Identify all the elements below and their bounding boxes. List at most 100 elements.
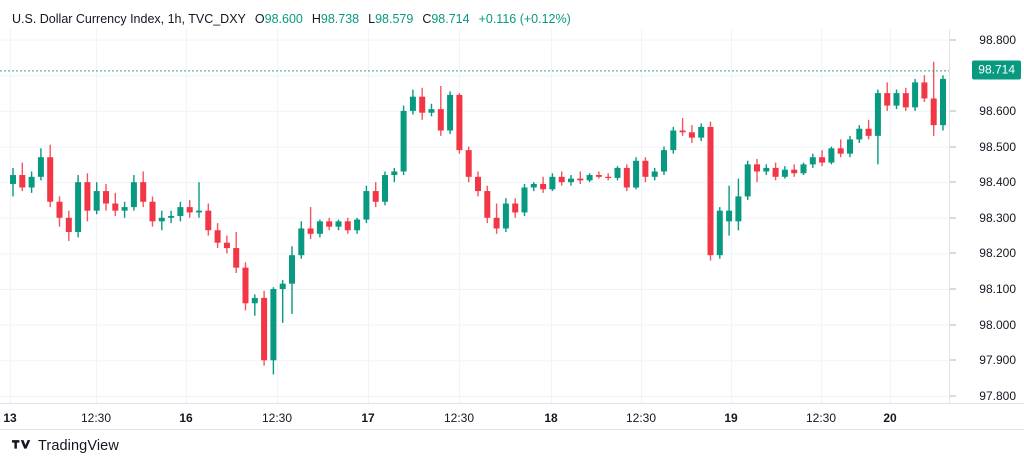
candle (233, 232, 240, 273)
plot-area[interactable] (0, 29, 949, 403)
candle (716, 207, 723, 259)
candle (47, 144, 54, 208)
candle (912, 78, 919, 111)
candle (130, 175, 137, 211)
candle (847, 135, 853, 158)
price-tick-label: 98.400 (979, 175, 1016, 190)
candle (205, 203, 212, 236)
candle (400, 105, 407, 176)
bottom-bar: TradingView (0, 429, 1024, 463)
candle (121, 201, 128, 218)
price-tick-mark (950, 217, 956, 219)
candle (37, 148, 44, 181)
candle (19, 162, 26, 192)
candle (781, 166, 788, 179)
candle (819, 150, 826, 167)
candle (344, 217, 351, 234)
candle (549, 173, 556, 192)
candle (65, 210, 72, 241)
candle (363, 185, 370, 224)
open-label: O (254, 12, 265, 26)
candle (856, 125, 863, 143)
price-tick-mark (950, 110, 956, 112)
candle (382, 171, 388, 206)
candle (196, 182, 202, 218)
candle (735, 178, 742, 231)
tradingview-mark-icon (12, 439, 31, 449)
candle (279, 280, 286, 323)
candlestick-series (0, 29, 949, 403)
time-tick-date: 17 (361, 411, 375, 425)
candle (754, 159, 760, 183)
price-tick-label: 98.100 (979, 282, 1016, 297)
price-tick-label: 98.800 (979, 32, 1016, 47)
candle (316, 219, 323, 238)
candle (595, 171, 602, 179)
candle (326, 217, 333, 231)
candle (84, 173, 91, 222)
price-tick-mark (950, 324, 956, 326)
time-tick-time: 12:30 (261, 411, 293, 425)
open-value: 98.600 (264, 12, 303, 26)
candle (921, 75, 928, 103)
price-tick-label: 97.900 (979, 353, 1016, 368)
time-axis[interactable]: 13 12:30 16 12:30 17 12:30 18 12:30 19 12:30 20 (0, 403, 1024, 430)
close-value: 98.714 (431, 12, 470, 26)
candle (242, 262, 249, 311)
candle (828, 146, 835, 165)
candle (940, 75, 946, 131)
candle (10, 167, 16, 197)
change-value: +0.116 (+0.12%) (478, 12, 571, 26)
candle (75, 175, 82, 238)
candle (419, 87, 426, 120)
high-label: H (311, 12, 321, 26)
candle (149, 196, 156, 227)
price-tick-label: 98.500 (979, 139, 1016, 154)
candle (409, 89, 416, 115)
price-tick-label: 97.800 (979, 388, 1016, 403)
candle (884, 82, 891, 111)
candle (837, 139, 844, 158)
candle (177, 201, 184, 222)
symbol-title[interactable]: U.S. Dollar Currency Index, 1h, TVC_DXY (12, 12, 246, 26)
candle (688, 125, 695, 143)
candle (633, 157, 640, 190)
chart-legend[interactable]: U.S. Dollar Currency Index, 1h, TVC_DXY O… (12, 11, 571, 27)
candle (865, 119, 872, 140)
last-price-badge[interactable]: 98.714 (972, 60, 1021, 80)
candle (623, 164, 630, 192)
candle (223, 235, 230, 254)
price-tick-label: 98.200 (979, 246, 1016, 261)
price-tick-mark (950, 395, 956, 397)
candle (493, 203, 500, 234)
candle (140, 171, 147, 208)
candle (103, 183, 109, 211)
candle (651, 167, 658, 181)
time-tick-date: 16 (179, 411, 193, 425)
candle (93, 182, 100, 215)
price-tick-label: 98.000 (979, 317, 1016, 332)
candle (512, 198, 519, 218)
price-tick-label: 98.300 (979, 210, 1016, 225)
price-axis[interactable]: 98.800 98.600 98.500 98.400 98.300 98.200 98.1… (949, 29, 1024, 403)
price-tick-mark (950, 146, 956, 148)
candle (186, 199, 193, 218)
candle (642, 157, 649, 183)
candle (698, 123, 705, 142)
price-tick-mark (950, 181, 956, 183)
time-tick-date: 19 (724, 411, 738, 425)
candle (251, 294, 258, 316)
tradingview-logo[interactable]: TradingView (12, 438, 119, 454)
candle (670, 126, 677, 154)
candle (791, 164, 798, 177)
candle (289, 246, 295, 314)
candle (484, 185, 491, 224)
close-label: C (422, 12, 432, 26)
candle (679, 118, 686, 136)
candle (558, 171, 565, 186)
price-tick-mark (950, 252, 956, 254)
candle (586, 173, 593, 183)
candle (772, 162, 779, 181)
candle (56, 196, 63, 227)
price-tick-mark (950, 359, 956, 361)
